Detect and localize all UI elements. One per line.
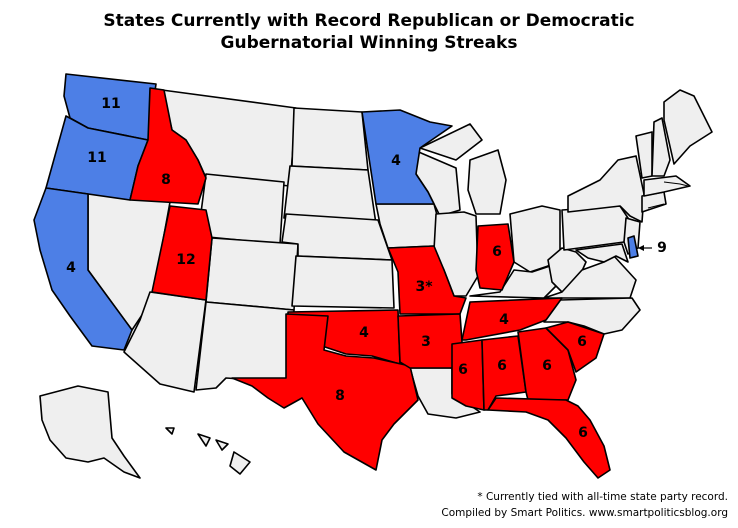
label-DE: 9	[657, 240, 667, 256]
state-NH	[651, 117, 671, 177]
label-AR: 3	[421, 334, 431, 350]
state-HI	[165, 427, 251, 475]
state-MI	[419, 123, 507, 215]
label-UT: 12	[176, 252, 195, 268]
label-TN: 4	[499, 312, 509, 328]
state-shapes	[39, 89, 713, 479]
state-DE	[627, 235, 639, 259]
state-SC	[545, 321, 605, 373]
delaware-pointer-arrow	[638, 245, 644, 251]
state-NM	[195, 301, 295, 391]
label-GA: 6	[542, 358, 552, 374]
label-AL: 6	[497, 358, 507, 374]
map-title: States Currently with Record Republican …	[0, 10, 738, 54]
label-CA: 4	[66, 260, 76, 276]
title-line-1: States Currently with Record Republican …	[103, 11, 635, 31]
state-MD	[575, 243, 629, 263]
state-KS	[291, 255, 395, 309]
state-MA	[643, 175, 691, 197]
state-MO	[387, 245, 467, 315]
state-CA	[33, 187, 133, 351]
state-AK	[39, 385, 141, 479]
credit-line: Compiled by Smart Politics. www.smartpol…	[441, 507, 728, 519]
label-MO: 3*	[415, 279, 433, 295]
streak-labels: 11 11 4 8 12 4 4 8 3* 3 6 4 6 6 6 6 6 9	[66, 96, 667, 441]
label-MS: 6	[458, 362, 468, 378]
state-PA	[561, 205, 629, 251]
state-ID	[129, 87, 207, 205]
state-TN	[461, 297, 563, 341]
long-island-outline	[647, 203, 665, 209]
label-ID: 8	[161, 172, 171, 188]
label-FL: 6	[578, 425, 588, 441]
footnote: * Currently tied with all-time state par…	[477, 491, 728, 503]
state-TX	[231, 313, 419, 471]
state-NE	[281, 213, 393, 261]
label-WA: 11	[101, 96, 120, 112]
state-FL	[487, 397, 611, 479]
label-SC: 6	[577, 334, 587, 350]
label-IN: 6	[492, 244, 502, 260]
state-MN	[361, 109, 453, 205]
label-OR: 11	[87, 150, 106, 166]
state-ND	[291, 107, 369, 171]
state-CO	[205, 237, 299, 311]
state-ME	[663, 89, 713, 165]
state-UT	[151, 205, 213, 301]
title-line-2: Gubernatorial Winning Streaks	[220, 33, 518, 53]
state-IN	[475, 223, 515, 291]
label-TX: 8	[335, 388, 345, 404]
label-MN: 4	[391, 153, 401, 169]
state-IA	[375, 203, 441, 249]
highlighted-states	[33, 73, 639, 479]
cape-outline	[663, 181, 689, 187]
state-MS	[451, 339, 485, 411]
label-OK: 4	[359, 325, 369, 341]
